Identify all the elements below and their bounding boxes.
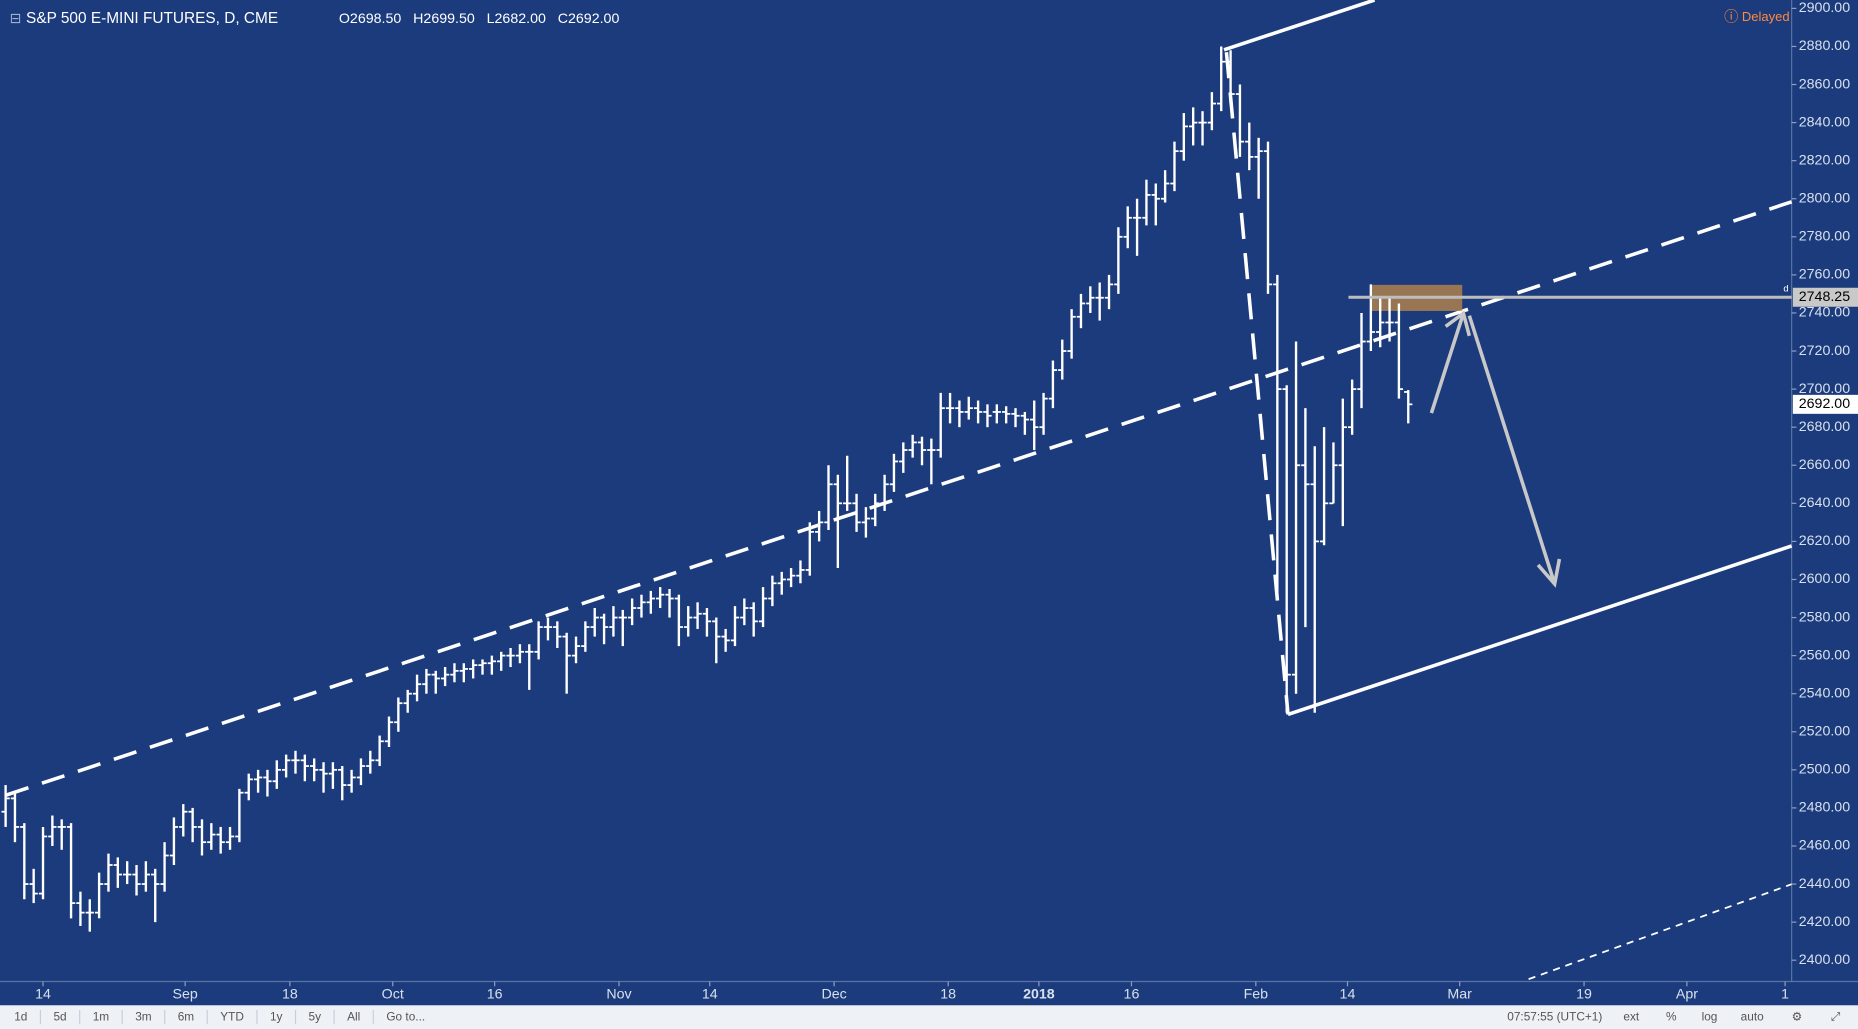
ohlc-header: O2698.50 H2699.50 L2682.00 C2692.00 (339, 11, 620, 27)
x-tick-label: Nov (606, 986, 632, 1002)
range-button[interactable]: Go to... (386, 1009, 425, 1023)
bottom-toolbar (0, 1005, 1858, 1029)
range-button[interactable]: 1m (93, 1009, 110, 1023)
x-tick-label: 19 (1576, 986, 1592, 1002)
y-tick-label: 2760.00 (1799, 267, 1850, 283)
axis-option[interactable]: % (1666, 1009, 1677, 1023)
price-line-label: 2748.25 (1799, 289, 1850, 305)
x-tick-label: 14 (35, 986, 51, 1002)
range-button[interactable]: 6m (178, 1009, 195, 1023)
axis-option[interactable]: log (1702, 1009, 1718, 1023)
y-tick-label: 2660.00 (1799, 457, 1850, 473)
channel-line (1287, 544, 1793, 717)
last-price-bg (1792, 394, 1858, 414)
symbol-title[interactable]: S&P 500 E-MINI FUTURES, D, CME (26, 10, 278, 27)
y-tick-label: 2820.00 (1799, 152, 1850, 168)
x-tick-label: Mar (1447, 986, 1472, 1002)
x-tick-label: 14 (702, 986, 718, 1002)
x-tick-label: Dec (821, 986, 846, 1002)
trend-line (5, 200, 1793, 797)
y-tick-label: 2480.00 (1799, 800, 1850, 816)
y-tick-label: 2900.00 (1799, 0, 1850, 16)
ohlc-value: O2698.50 (339, 11, 401, 27)
toolbar: 1d 5d 1m 3m 6m YTD 1y 5y All Go to... 07:57:55 (UT… (14, 1009, 1840, 1025)
y-tick-label: 2640.00 (1799, 495, 1850, 511)
clock: 07:57:55 (UTC+1) (1507, 1009, 1602, 1023)
settings-icon[interactable]: ⚙ (1792, 1009, 1803, 1023)
price-line-label-bg (1792, 287, 1858, 307)
channel-line (1223, 0, 1376, 52)
range-button[interactable]: 3m (135, 1009, 152, 1023)
collapse-icon[interactable]: ⊟ (9, 11, 21, 27)
x-tick-label: Apr (1676, 986, 1698, 1002)
y-tick-label: 2400.00 (1799, 952, 1850, 968)
ohlc-value: H2699.50 (413, 11, 475, 27)
drawings (5, 0, 1793, 980)
x-tick-label: 18 (282, 986, 298, 1002)
ohlc-value: C2692.00 (558, 11, 620, 27)
x-tick-label: 16 (1124, 986, 1140, 1002)
x-tick-label: 16 (487, 986, 503, 1002)
arrow (1467, 315, 1557, 585)
y-tick-label: 2720.00 (1799, 343, 1850, 359)
y-tick-label: 2620.00 (1799, 533, 1850, 549)
price-line-tag: d (1783, 283, 1788, 294)
y-tick-label: 2460.00 (1799, 838, 1850, 854)
y-tick-label: 2580.00 (1799, 609, 1850, 625)
y-tick-label: 2740.00 (1799, 305, 1850, 321)
range-button[interactable]: 1d (14, 1009, 27, 1023)
delayed-status: Delayed (1742, 9, 1790, 24)
last-price-label: 2692.00 (1799, 396, 1850, 412)
channel-line (1224, 52, 1290, 715)
x-tick-label: Sep (173, 986, 198, 1002)
delayed-icon: ⓘ (1724, 9, 1738, 26)
range-button[interactable]: 5d (53, 1009, 66, 1023)
axis-option[interactable]: auto (1741, 1009, 1764, 1023)
y-tick-label: 2440.00 (1799, 876, 1850, 892)
x-tick-label: Oct (382, 986, 404, 1002)
y-tick-label: 2800.00 (1799, 191, 1850, 207)
x-tick-label: 14 (1340, 986, 1356, 1002)
arrow-head (1444, 310, 1472, 337)
range-button[interactable]: 1y (270, 1009, 283, 1023)
range-button[interactable]: 5y (309, 1009, 322, 1023)
y-tick-label: 2840.00 (1799, 114, 1850, 130)
x-tick-label: 2018 (1023, 986, 1055, 1002)
y-tick-label: 2500.00 (1799, 762, 1850, 778)
range-button[interactable]: All (347, 1009, 360, 1023)
y-tick-label: 2860.00 (1799, 76, 1850, 92)
y-tick-label: 2540.00 (1799, 685, 1850, 701)
arrow-head (1536, 558, 1562, 588)
y-tick-label: 2600.00 (1799, 571, 1850, 587)
axis-option[interactable]: ext (1623, 1009, 1639, 1023)
y-tick-label: 2560.00 (1799, 647, 1850, 663)
x-tick-label: 18 (940, 986, 956, 1002)
y-tick-label: 2700.00 (1799, 381, 1850, 397)
y-tick-label: 2520.00 (1799, 724, 1850, 740)
y-tick-label: 2880.00 (1799, 38, 1850, 54)
y-tick-label: 2680.00 (1799, 419, 1850, 435)
y-tick-label: 2780.00 (1799, 229, 1850, 245)
x-tick-label: Feb (1244, 986, 1269, 1002)
range-button[interactable]: YTD (220, 1009, 244, 1023)
fullscreen-icon[interactable]: ⤢ (1830, 1009, 1840, 1023)
bars (1, 46, 1413, 932)
overlay: 2900.00 2880.00 2860.00 2840.00 2820.00 2800.… (35, 0, 1858, 1002)
y-tick-label: 2420.00 (1799, 914, 1850, 930)
ohlc-value: L2682.00 (487, 11, 546, 27)
arrow (1429, 312, 1466, 414)
x-tick-label: 1 (1781, 986, 1789, 1002)
